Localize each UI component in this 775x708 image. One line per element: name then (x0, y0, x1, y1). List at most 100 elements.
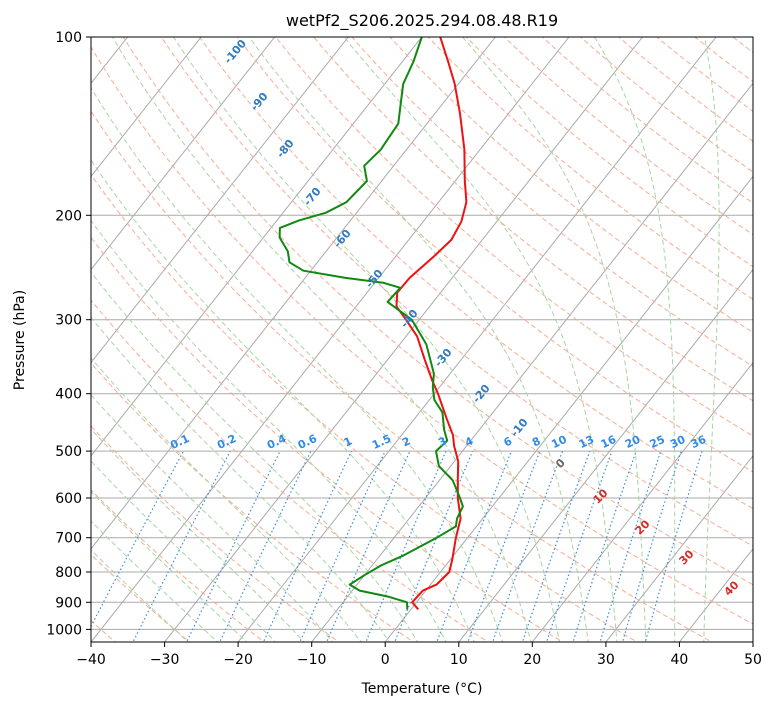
dry-adiabat-label: -80 (274, 137, 297, 161)
mixing-ratio-lines (91, 450, 703, 642)
mixing-ratio-line (621, 450, 682, 642)
mixing-ratio-line (599, 450, 662, 642)
dry-adiabat-label: -10 (508, 416, 531, 440)
mixing-ratio-label: 16 (599, 433, 619, 451)
moist-adiabat (91, 357, 362, 642)
y-tick-label: 1000 (46, 622, 82, 638)
x-axis-label: Temperature (°C) (361, 681, 483, 697)
x-tick-label: 50 (744, 652, 762, 668)
y-axis-label: Pressure (hPa) (12, 290, 28, 390)
mixing-ratio-line (492, 450, 564, 642)
moist-adiabat (248, 37, 589, 642)
isotherm-line (531, 361, 753, 642)
mixing-ratio-label: 13 (577, 433, 596, 451)
isotherm-line (91, 37, 202, 178)
mixing-ratio-line (545, 450, 613, 642)
dry-adiabat (91, 299, 489, 642)
isotherm-line (311, 82, 753, 642)
mixing-ratio-label: 36 (689, 433, 709, 451)
line-labels: -100-90-80-70-60-50-40-30-20-10010203040… (168, 37, 741, 599)
dry-adiabat-label: -70 (301, 185, 324, 209)
dry-adiabat (503, 37, 753, 236)
chart-title: wetPf2_S206.2025.294.08.48.R19 (286, 11, 558, 31)
y-tick-label: 100 (55, 30, 82, 46)
x-tick-label: −30 (150, 652, 180, 668)
mixing-ratio-label: 6 (502, 434, 515, 449)
moist-adiabat (91, 159, 475, 642)
x-tick-label: 20 (523, 652, 541, 668)
moist-adiabat (91, 520, 219, 642)
moist-adiabat (594, 37, 676, 642)
mixing-ratio-label: 30 (668, 433, 688, 451)
moist-adiabat-label: 40 (722, 578, 742, 598)
moist-adiabat (462, 37, 647, 642)
mixing-ratio-label: 1 (342, 434, 354, 449)
mixing-ratio-label: 1.5 (370, 432, 393, 452)
isotherm-line (91, 37, 423, 457)
moist-adiabat (91, 428, 305, 642)
mixing-ratio-line (467, 450, 541, 642)
x-tick-label: −20 (223, 652, 253, 668)
plot-frame (90, 36, 754, 643)
dewpoint-profile (278, 37, 464, 610)
mixing-ratio-line (572, 450, 637, 642)
moist-adiabat (91, 549, 189, 642)
sounding-profiles (278, 37, 468, 611)
x-tick-label: 40 (670, 652, 688, 668)
dry-adiabat (732, 37, 753, 53)
dry-adiabat (91, 173, 639, 642)
dry-adiabat-lines (91, 37, 753, 642)
isotherm-line (164, 37, 643, 642)
isotherm-line (458, 268, 753, 642)
moist-adiabat-label: 20 (633, 517, 653, 537)
pressure-gridlines (91, 37, 753, 630)
isotherm-line (752, 641, 753, 642)
moist-adiabat (91, 316, 391, 642)
isotherm-line (91, 37, 276, 271)
isotherm-line (384, 175, 753, 642)
dry-adiabat (91, 236, 564, 642)
mixing-ratio-label: 25 (648, 433, 667, 451)
mixing-ratio-line (521, 450, 591, 642)
dry-adiabat (91, 425, 340, 642)
dry-adiabat (313, 37, 753, 402)
dry-adiabat-label: -100 (221, 37, 249, 67)
y-tick-label: 700 (55, 531, 82, 547)
dry-adiabat (427, 37, 753, 300)
dry-adiabat (465, 37, 753, 268)
mixing-ratio-line (299, 450, 386, 642)
mixing-ratio-label: 0.2 (215, 432, 238, 452)
mixing-ratio-label: 20 (623, 433, 643, 451)
moist-adiabat (91, 460, 277, 642)
dry-adiabat (275, 37, 753, 437)
x-tick-label: 10 (450, 652, 468, 668)
mixing-ratio-line (132, 450, 231, 642)
x-tick-label: 0 (381, 652, 390, 668)
dry-adiabat (351, 37, 753, 367)
isotherm-line (91, 37, 496, 550)
x-tick-label: 30 (597, 652, 615, 668)
mixing-ratio-label: 0.1 (168, 432, 191, 452)
dry-adiabat (91, 110, 713, 642)
mixing-ratio-label: 0.6 (296, 432, 319, 452)
dry-adiabat (91, 553, 191, 642)
moist-adiabat-label: 0 (553, 456, 568, 471)
mixing-ratio-line (91, 450, 184, 628)
dry-adiabat-label: -90 (248, 90, 271, 114)
y-tick-label: 400 (55, 387, 82, 403)
moist-adiabat (703, 37, 720, 642)
moist-adiabat (91, 394, 334, 642)
moist-adiabat (91, 271, 419, 642)
isotherm-line (237, 37, 717, 642)
y-tick-label: 800 (55, 565, 82, 581)
mixing-ratio-line (394, 450, 474, 642)
y-tick-label: 500 (55, 444, 82, 460)
moist-adiabat (91, 86, 504, 642)
mixing-ratio-label: 0.4 (265, 432, 288, 452)
isotherm-line (91, 37, 349, 364)
dry-adiabat (91, 46, 753, 625)
y-tick-label: 600 (55, 491, 82, 507)
dry-adiabat (198, 37, 753, 510)
y-axis: 100 200 300 400 500 600 700 800 900 1000 (46, 30, 91, 638)
